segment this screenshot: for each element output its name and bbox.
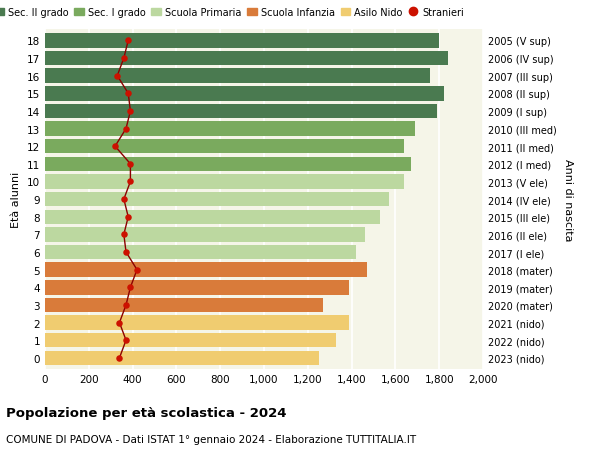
Bar bbox=[45, 140, 404, 154]
Point bbox=[115, 354, 124, 362]
Bar bbox=[45, 87, 443, 101]
Bar bbox=[45, 34, 439, 49]
Bar bbox=[45, 280, 349, 295]
Bar bbox=[45, 298, 323, 313]
Point bbox=[119, 55, 128, 62]
Bar bbox=[45, 192, 389, 207]
Bar bbox=[45, 228, 365, 242]
Bar bbox=[45, 245, 356, 260]
Bar bbox=[45, 105, 437, 119]
Point bbox=[112, 73, 122, 80]
Point bbox=[121, 302, 131, 309]
Bar bbox=[45, 333, 336, 347]
Point bbox=[124, 90, 133, 98]
Bar bbox=[45, 316, 349, 330]
Point bbox=[132, 266, 142, 274]
Bar bbox=[45, 157, 411, 172]
Y-axis label: Anni di nascita: Anni di nascita bbox=[563, 158, 573, 241]
Point bbox=[121, 126, 131, 133]
Bar bbox=[45, 175, 404, 189]
Point bbox=[119, 196, 128, 203]
Bar bbox=[45, 210, 380, 224]
Point bbox=[125, 161, 135, 168]
Text: Popolazione per età scolastica - 2024: Popolazione per età scolastica - 2024 bbox=[6, 406, 287, 419]
Point bbox=[125, 108, 135, 115]
Point bbox=[121, 249, 131, 256]
Point bbox=[121, 337, 131, 344]
Bar bbox=[45, 351, 319, 365]
Point bbox=[124, 38, 133, 45]
Bar bbox=[45, 52, 448, 66]
Bar bbox=[45, 122, 415, 136]
Text: COMUNE DI PADOVA - Dati ISTAT 1° gennaio 2024 - Elaborazione TUTTITALIA.IT: COMUNE DI PADOVA - Dati ISTAT 1° gennaio… bbox=[6, 434, 416, 444]
Bar bbox=[45, 69, 430, 84]
Point bbox=[125, 284, 135, 291]
Point bbox=[110, 143, 120, 151]
Y-axis label: Età alunni: Età alunni bbox=[11, 172, 22, 228]
Bar bbox=[45, 263, 367, 277]
Point bbox=[124, 213, 133, 221]
Point bbox=[119, 231, 128, 239]
Legend: Sec. II grado, Sec. I grado, Scuola Primaria, Scuola Infanzia, Asilo Nido, Stran: Sec. II grado, Sec. I grado, Scuola Prim… bbox=[0, 4, 468, 22]
Point bbox=[115, 319, 124, 326]
Point bbox=[125, 179, 135, 186]
